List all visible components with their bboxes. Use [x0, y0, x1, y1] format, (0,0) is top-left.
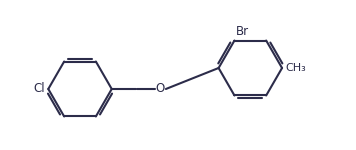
- Text: CH₃: CH₃: [285, 63, 306, 73]
- Text: O: O: [156, 82, 165, 96]
- Text: Br: Br: [236, 25, 249, 38]
- Text: Cl: Cl: [34, 82, 46, 96]
